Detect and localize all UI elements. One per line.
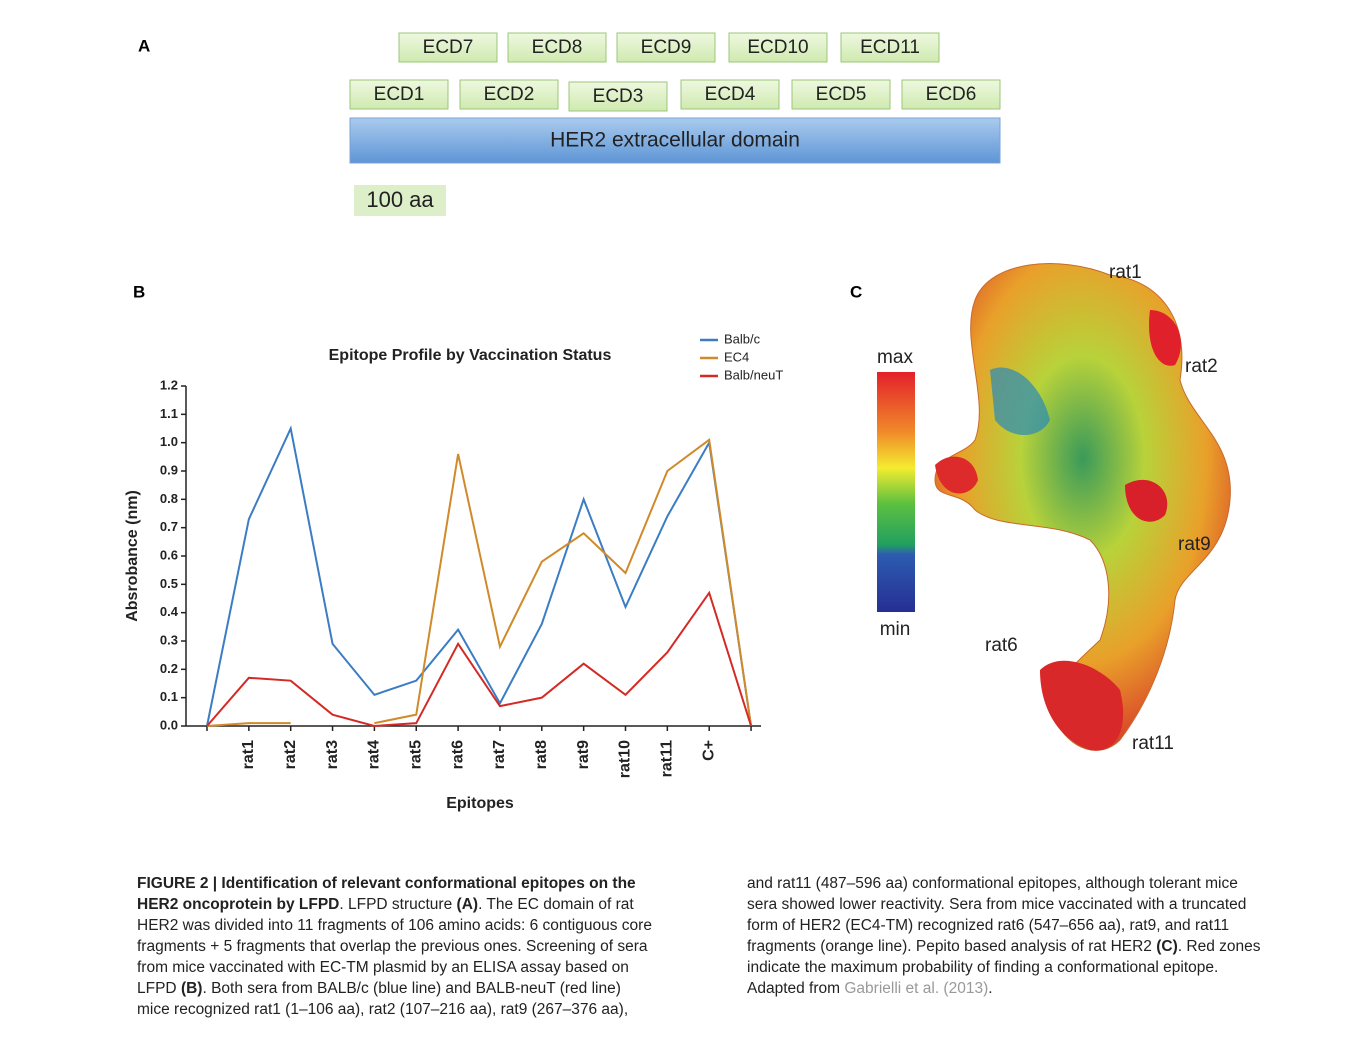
y-axis-label: Absrobance (nm)	[124, 490, 141, 622]
x-tick-label: rat6	[449, 740, 466, 769]
y-tick-label: 0.0	[160, 717, 178, 732]
y-tick-label: 0.2	[160, 661, 178, 676]
citation[interactable]: Gabrielli et al. (2013)	[844, 980, 988, 997]
y-tick-label: 0.8	[160, 491, 178, 506]
x-tick-label: rat2	[282, 740, 299, 769]
panel-label: A	[138, 36, 150, 55]
legend-label: EC4	[724, 349, 749, 364]
series-line	[207, 440, 751, 726]
scale-min: min	[880, 619, 911, 640]
caption-ref: (A)	[457, 896, 479, 913]
protein-structure	[935, 264, 1230, 751]
x-tick-label: rat10	[617, 740, 634, 778]
epitope-label: rat1	[1109, 262, 1142, 283]
chart-title: Epitope Profile by Vaccination Status	[329, 347, 612, 364]
figure: A B C ECD7 ECD8 ECD9 ECD10 ECD11 ECD1 ECD2 ECD3…	[0, 0, 1355, 850]
x-tick-label: rat5	[407, 740, 424, 769]
x-tick-label: rat7	[491, 740, 508, 769]
fragment-label: ECD7	[423, 37, 474, 58]
caption-text: .	[988, 980, 992, 997]
scale-max: max	[877, 347, 913, 368]
x-tick-label: rat3	[324, 740, 341, 769]
series-line	[207, 593, 751, 726]
x-tick-label: rat1	[240, 740, 257, 769]
fragment-label: ECD10	[747, 37, 808, 58]
fragment-label: ECD3	[593, 86, 644, 107]
epitope-label: rat6	[985, 635, 1018, 656]
epitope-label: rat2	[1185, 356, 1218, 377]
caption-ref: (C)	[1156, 938, 1178, 955]
y-tick-label: 1.0	[160, 434, 178, 449]
fragment-label: ECD2	[484, 84, 535, 105]
caption-ref: (B)	[181, 980, 203, 997]
y-tick-label: 0.3	[160, 632, 178, 647]
epitope-label: rat11	[1132, 733, 1174, 754]
y-tick-label: 0.4	[160, 604, 179, 619]
legend-label: Balb/neuT	[724, 367, 783, 382]
fragment-label: ECD1	[374, 84, 425, 105]
scale-label: 100 aa	[366, 187, 434, 212]
panel-label: B	[133, 282, 145, 301]
y-tick-label: 0.7	[160, 519, 178, 534]
x-tick-label: rat9	[575, 740, 592, 769]
color-scale	[877, 372, 915, 612]
fragment-label: ECD8	[532, 37, 583, 58]
page: A B C ECD7 ECD8 ECD9 ECD10 ECD11 ECD1 ECD2 ECD3…	[0, 0, 1355, 1037]
fragment-label: ECD5	[816, 84, 867, 105]
x-tick-label: rat11	[659, 740, 676, 777]
panel-label: C	[850, 282, 862, 301]
x-tick-label: C+	[700, 740, 717, 761]
caption-text: . LFPD structure	[339, 896, 456, 913]
caption: FIGURE 2 | Identification of relevant co…	[137, 873, 1262, 1020]
fragment-label: ECD4	[705, 84, 756, 105]
y-tick-label: 0.1	[160, 689, 178, 704]
x-axis-label: Epitopes	[446, 795, 514, 812]
legend-label: Balb/c	[724, 331, 761, 346]
y-tick-label: 0.5	[160, 576, 178, 591]
y-tick-label: 1.1	[160, 406, 178, 421]
epitope-label: rat9	[1178, 534, 1211, 555]
y-tick-label: 0.9	[160, 462, 178, 477]
x-tick-label: rat4	[366, 740, 383, 769]
x-tick-label: rat8	[533, 740, 550, 769]
fragment-label: ECD11	[860, 37, 920, 58]
fragment-label: ECD6	[926, 84, 977, 105]
fragment-label: ECD9	[641, 37, 692, 58]
y-tick-label: 1.2	[160, 377, 178, 392]
domain-label: HER2 extracellular domain	[550, 129, 800, 152]
y-tick-label: 0.6	[160, 547, 178, 562]
